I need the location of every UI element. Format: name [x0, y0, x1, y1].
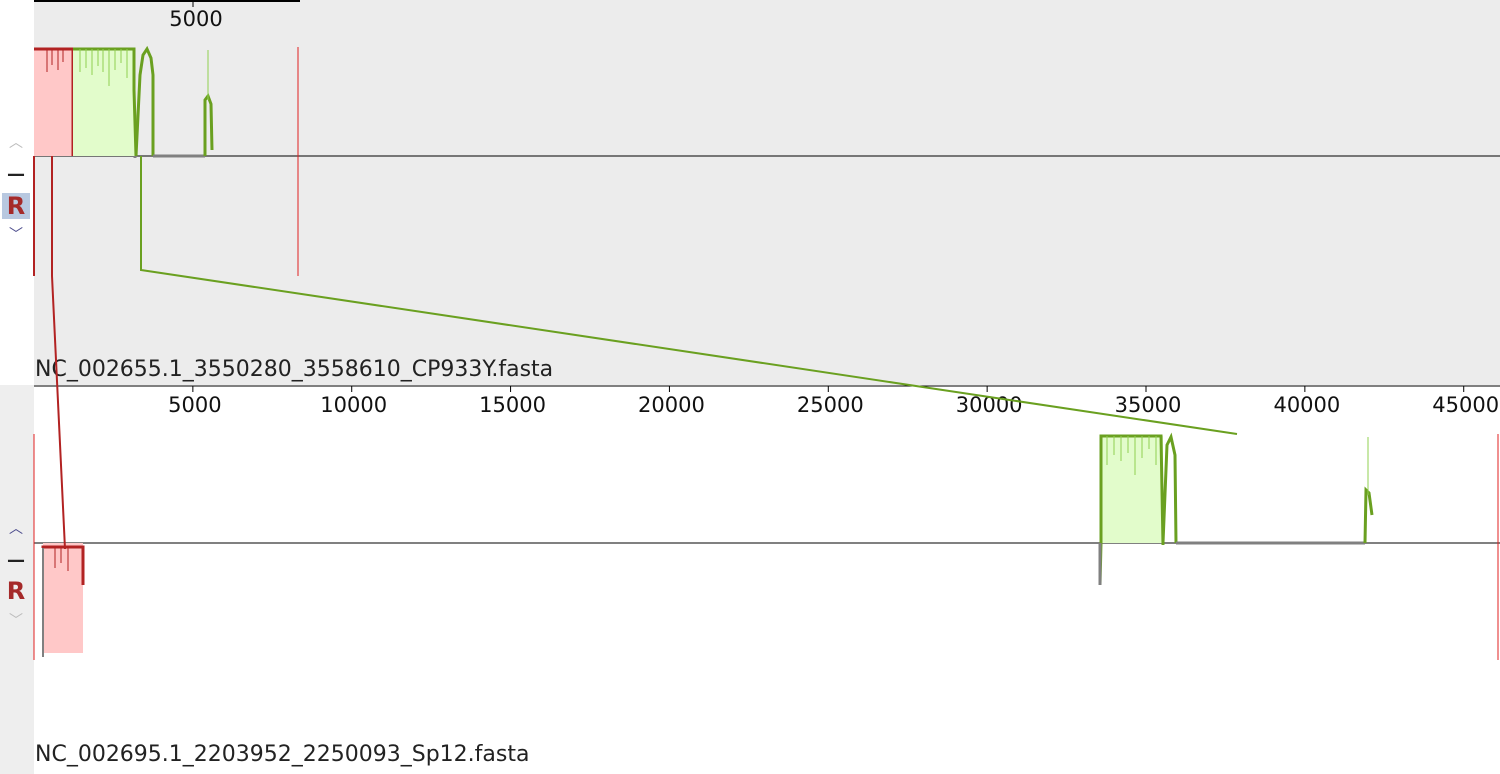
top-track-canvas[interactable]: 5000 — [0, 0, 1500, 385]
hide-sequence-button[interactable]: — — [7, 164, 25, 185]
bottom-ruler-tick-label: 15000 — [479, 393, 546, 417]
top-ruler-tick-label: 5000 — [169, 7, 222, 31]
bottom-sequence-label: NC_002695.1_2203952_2250093_Sp12.fasta — [35, 742, 530, 767]
move-up-icon[interactable]: ︿ — [9, 135, 23, 151]
bottom-ruler-tick-label: 45000 — [1432, 393, 1499, 417]
bottom-ruler-tick-label: 20000 — [638, 393, 705, 417]
bottom-track-canvas[interactable]: 5000 10000 15000 20000 25000 30000 35000 40000 4… — [0, 385, 1500, 774]
top-red-lcb-block[interactable] — [33, 47, 75, 276]
bottom-sequence-panel[interactable]: ︿ — R ﹀ 5000 10000 15000 20000 25000 30000 350… — [0, 385, 1500, 774]
bottom-ruler-tick-label: 30000 — [956, 393, 1023, 417]
move-down-icon[interactable]: ﹀ — [9, 613, 23, 629]
bottom-ruler-tick-label: 10000 — [320, 393, 387, 417]
bottom-ruler-tick-label: 35000 — [1115, 393, 1182, 417]
bottom-green-lcb-block[interactable] — [1098, 432, 1374, 586]
bottom-ruler-ticks: 5000 10000 15000 20000 25000 30000 35000 40000 4… — [168, 386, 1499, 417]
move-down-icon[interactable]: ﹀ — [9, 227, 23, 243]
move-up-icon[interactable]: ︿ — [9, 521, 23, 537]
bottom-ruler-tick-label: 25000 — [797, 393, 864, 417]
top-sequence-panel[interactable]: ︿ — R ﹀ 5000 — [0, 0, 1500, 385]
top-control-gutter: ︿ — R ﹀ — [0, 0, 34, 385]
top-sequence-label: NC_002655.1_3550280_3558610_CP933Y.fasta — [35, 357, 554, 382]
bottom-red-lcb-block[interactable] — [33, 434, 85, 660]
reverse-complement-button[interactable]: R — [2, 193, 30, 219]
hide-sequence-button[interactable]: — — [7, 550, 25, 571]
bottom-ruler-tick-label: 5000 — [168, 393, 221, 417]
bottom-ruler-tick-label: 40000 — [1273, 393, 1340, 417]
top-green-lcb-block[interactable] — [73, 45, 214, 158]
bottom-control-gutter: ︿ — R ﹀ — [0, 385, 34, 774]
reverse-complement-button[interactable]: R — [6, 577, 26, 605]
